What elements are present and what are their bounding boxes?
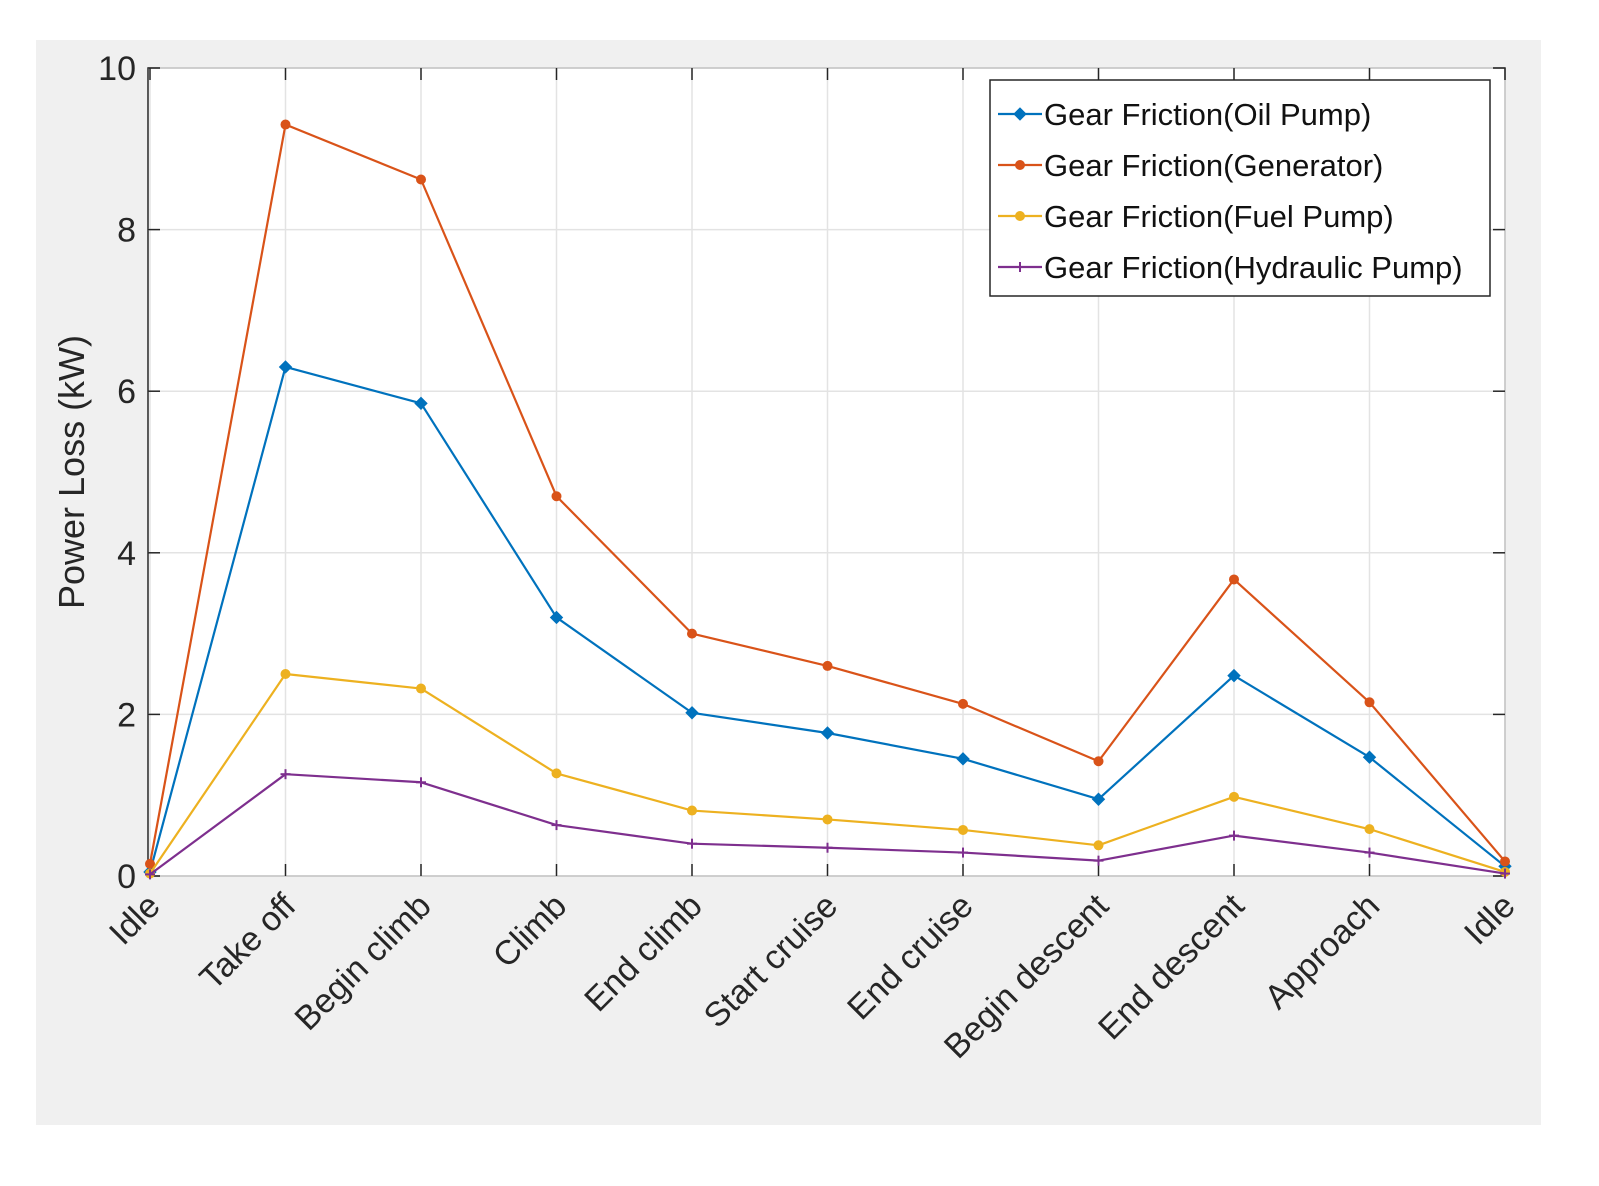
data-point bbox=[416, 683, 426, 694]
data-point bbox=[1093, 855, 1104, 866]
legend-marker bbox=[1013, 107, 1027, 121]
data-point bbox=[1227, 668, 1241, 683]
data-point bbox=[278, 360, 293, 374]
series-1 bbox=[145, 119, 1510, 869]
data-point bbox=[1229, 791, 1239, 802]
data-point bbox=[1093, 756, 1104, 767]
data-point bbox=[1362, 750, 1377, 764]
data-point bbox=[1093, 840, 1104, 851]
y-tick-label: 0 bbox=[117, 858, 136, 896]
data-point bbox=[687, 805, 697, 816]
data-point bbox=[1500, 868, 1510, 879]
data-point bbox=[958, 698, 968, 709]
legend-label: Gear Friction(Oil Pump) bbox=[1044, 97, 1371, 132]
legend-marker bbox=[1015, 160, 1025, 170]
legend-item: Gear Friction(Hydraulic Pump) bbox=[998, 250, 1463, 285]
data-point bbox=[280, 119, 291, 130]
legend-item: Gear Friction(Fuel Pump) bbox=[998, 199, 1394, 234]
data-point bbox=[1364, 824, 1375, 835]
data-point bbox=[145, 869, 155, 880]
data-point bbox=[1091, 792, 1106, 806]
legend-label: Gear Friction(Hydraulic Pump) bbox=[1044, 250, 1463, 285]
legend-item: Gear Friction(Generator) bbox=[998, 148, 1383, 183]
data-point bbox=[687, 628, 697, 639]
data-point bbox=[551, 768, 562, 779]
y-tick-label: 8 bbox=[117, 212, 136, 250]
data-point bbox=[416, 174, 426, 185]
data-point bbox=[549, 610, 564, 625]
data-point bbox=[958, 847, 968, 858]
legend-marker bbox=[1015, 262, 1025, 272]
data-point bbox=[280, 669, 291, 679]
data-point bbox=[1229, 574, 1239, 585]
data-point bbox=[416, 777, 426, 788]
data-point bbox=[956, 752, 970, 766]
data-point bbox=[820, 726, 835, 740]
y-axis-title: Power Loss (kW) bbox=[51, 335, 92, 609]
legend-item: Gear Friction(Oil Pump) bbox=[998, 97, 1371, 132]
legend: Gear Friction(Oil Pump) Gear Friction(Gen… bbox=[989, 79, 1491, 297]
y-tick-label: 10 bbox=[98, 50, 136, 88]
data-point bbox=[551, 491, 562, 502]
data-point bbox=[1364, 697, 1375, 708]
data-point bbox=[685, 706, 699, 720]
data-point bbox=[1229, 830, 1239, 841]
y-tick-label: 4 bbox=[117, 535, 136, 573]
legend-marker bbox=[1015, 211, 1025, 221]
data-point bbox=[145, 858, 155, 869]
data-point bbox=[1364, 847, 1375, 858]
legend-label: Gear Friction(Fuel Pump) bbox=[1044, 199, 1394, 234]
data-point bbox=[822, 660, 833, 671]
legend-box bbox=[989, 79, 1491, 297]
data-point bbox=[822, 842, 833, 853]
y-tick-label: 6 bbox=[117, 373, 136, 411]
data-series bbox=[143, 119, 1512, 880]
series-3 bbox=[145, 769, 1510, 880]
data-point bbox=[958, 824, 968, 835]
data-point bbox=[1500, 856, 1510, 867]
data-point bbox=[551, 820, 562, 831]
y-tick-label: 2 bbox=[117, 696, 136, 734]
data-point bbox=[687, 838, 697, 849]
data-point bbox=[414, 396, 428, 411]
legend-label: Gear Friction(Generator) bbox=[1044, 148, 1383, 183]
data-point bbox=[822, 814, 833, 825]
data-point bbox=[280, 769, 291, 780]
series-2 bbox=[145, 669, 1510, 879]
grid-lines bbox=[148, 67, 1506, 877]
